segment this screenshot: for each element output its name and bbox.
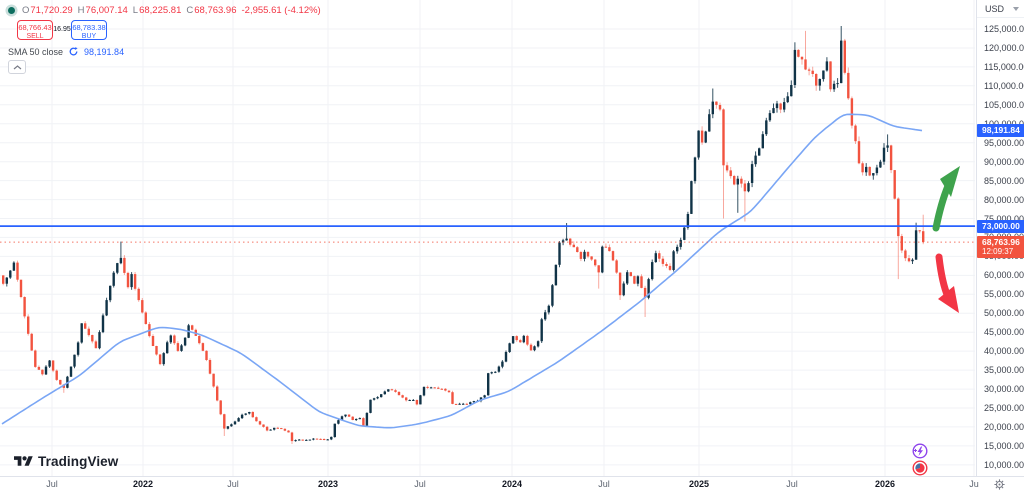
open-label: O (22, 5, 30, 16)
price-tick: 120,000.00 (984, 43, 1024, 53)
time-tick: Ju (969, 479, 979, 489)
currency-selector[interactable]: USD (977, 0, 1024, 18)
close-label: C (186, 5, 194, 16)
tradingview-logo[interactable]: TradingView (14, 454, 118, 469)
sell-price: 68,766.43 (18, 22, 52, 32)
chevron-up-icon (13, 64, 21, 69)
bar-countdown: 12:09:37 (982, 247, 1014, 256)
market-status-icon (8, 7, 15, 14)
buy-label: BUY (81, 32, 97, 40)
chart-pane[interactable]: O 71,720.29 H 76,007.14 L 68,225.81 C 68,763… (0, 0, 976, 476)
spread-value: 16.95 (53, 26, 71, 33)
price-tick: 25,000.00 (984, 403, 1024, 413)
time-tick: 2022 (132, 479, 154, 489)
price-tick: 40,000.00 (984, 346, 1024, 356)
price-tick: 80,000.00 (984, 195, 1024, 205)
tradingview-mark-icon (14, 456, 33, 466)
price-tick: 45,000.00 (984, 327, 1024, 337)
close-value: 68,763.96 (194, 5, 237, 16)
event-pie-icon[interactable] (912, 460, 928, 476)
last-price-label: 68,763.96 12:09:37 (977, 236, 1024, 258)
tradingview-logo-text: TradingView (38, 454, 119, 469)
price-tick: 15,000.00 (984, 441, 1024, 451)
price-tick: 20,000.00 (984, 422, 1024, 432)
grid (0, 0, 975, 476)
up-arrow (932, 182, 952, 232)
high-label: H (77, 5, 85, 16)
chevron-down-icon (1013, 6, 1019, 11)
price-tick: 125,000.00 (984, 24, 1024, 34)
price-scale[interactable]: USD 125,000.00 120,000.00 115,000.00 110,00… (976, 0, 1024, 476)
indicator-legend[interactable]: SMA 50 close 98,191.84 (8, 46, 124, 57)
price-tick: 95,000.00 (984, 138, 1024, 148)
price-tick: 30,000.00 (984, 384, 1024, 394)
sell-label: SELL (26, 32, 44, 40)
refresh-icon (69, 47, 78, 56)
time-scale[interactable]: Jul 2022 Jul 2023 Jul 2024 Jul 2025 Jul 2026 Ju (0, 476, 1024, 490)
timeline-events (912, 443, 928, 476)
sma-price-label: 98,191.84 (977, 124, 1024, 137)
sma-50-line (1, 113, 923, 429)
price-tick: 10,000.00 (984, 460, 1024, 470)
time-tick: 2025 (688, 479, 710, 489)
price-tick: 110,000.00 (984, 81, 1024, 91)
buy-price: 68,783.38 (72, 22, 106, 32)
time-tick: Jul (46, 479, 58, 489)
down-candles (2, 30, 925, 444)
time-tick: 2024 (501, 479, 523, 489)
collapse-legend-button[interactable] (8, 60, 26, 74)
price-tick: 35,000.00 (984, 365, 1024, 375)
ohlc-legend: O 71,720.29 H 76,007.14 L 68,225.81 C 68,763… (8, 5, 321, 16)
low-value: 68,225.81 (139, 5, 182, 16)
low-label: L (132, 5, 139, 16)
sell-button[interactable]: 68,766.43 SELL (17, 20, 53, 40)
price-tick: 75,000.00 (984, 214, 1024, 224)
trend-arrows (932, 166, 960, 313)
up-candles (5, 26, 918, 442)
open-value: 71,720.29 (30, 5, 73, 16)
down-arrow (935, 253, 952, 301)
indicator-value: 98,191.84 (84, 46, 125, 57)
currency-label: USD (985, 3, 1005, 14)
scale-settings-gear-icon[interactable] (994, 479, 1005, 490)
buy-button[interactable]: 68,783.38 BUY (71, 20, 107, 40)
time-tick: Jul (786, 479, 798, 489)
time-tick: Jul (227, 479, 239, 489)
candlestick-chart[interactable] (0, 0, 976, 476)
time-tick: Jul (414, 479, 426, 489)
indicator-name: SMA 50 close (8, 46, 64, 57)
event-lightning-icon[interactable] (912, 443, 928, 459)
time-tick: Jul (598, 479, 610, 489)
change-value: -2,955.61 (-4.12%) (241, 5, 321, 16)
last-price-value: 68,763.96 (982, 236, 1020, 247)
price-tick: 50,000.00 (984, 308, 1024, 318)
price-tick: 115,000.00 (984, 62, 1024, 72)
price-tick: 85,000.00 (984, 176, 1024, 186)
time-tick: 2023 (317, 479, 339, 489)
price-tick: 105,000.00 (984, 100, 1024, 110)
time-tick: 2026 (874, 479, 896, 489)
price-tick: 55,000.00 (984, 289, 1024, 299)
level-price-label: 73,000.00 (977, 220, 1024, 233)
price-tick: 90,000.00 (984, 157, 1024, 167)
high-value: 76,007.14 (85, 5, 128, 16)
price-tick: 60,000.00 (984, 270, 1024, 280)
